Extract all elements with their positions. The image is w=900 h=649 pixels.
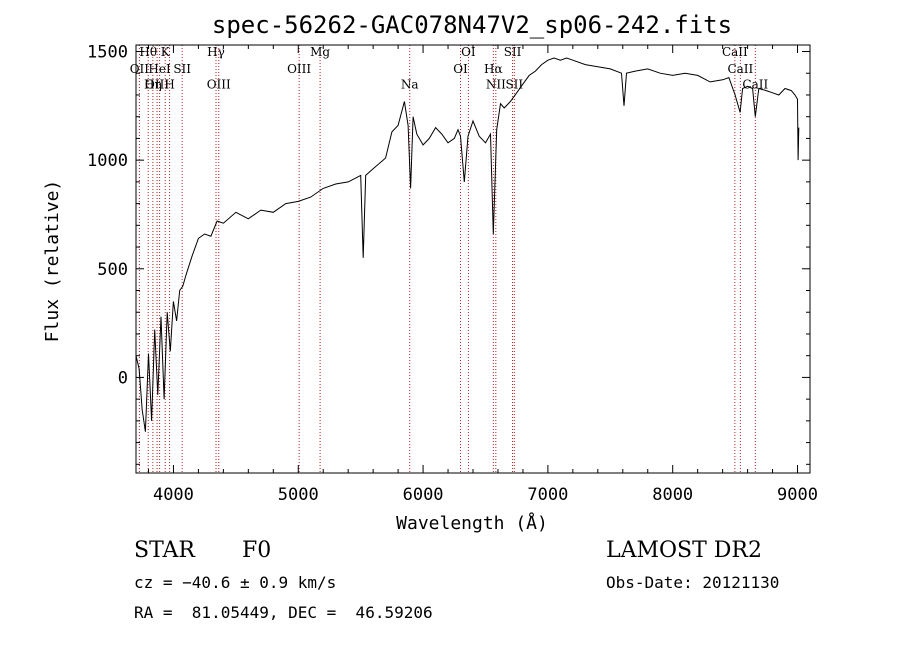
y-tick-label-1: 500 bbox=[97, 260, 128, 280]
y-tick-label-0: 0 bbox=[118, 368, 128, 388]
line-label-21: CaII bbox=[742, 77, 768, 91]
y-tick-label-2: 1000 bbox=[87, 151, 128, 171]
line-label-9: OIII bbox=[207, 77, 231, 91]
chart-title: spec-56262-GAC078N47V2_sp06-242.fits bbox=[212, 11, 732, 39]
line-label-2: OIII bbox=[145, 77, 169, 91]
observation-date: Obs-Date: 20121130 bbox=[606, 573, 780, 592]
spectrum-line bbox=[135, 57, 800, 432]
line-label-18: SII bbox=[505, 77, 523, 91]
line-markers bbox=[138, 45, 756, 473]
line-label-16: NII bbox=[486, 77, 506, 91]
line-label-12: Na bbox=[401, 77, 419, 91]
line-label-3: Hη bbox=[144, 77, 162, 91]
line-label-7: H bbox=[164, 77, 174, 91]
line-label-15: Hα bbox=[484, 62, 503, 76]
line-label-6: SII bbox=[173, 62, 191, 76]
x-tick-label-0: 4000 bbox=[153, 485, 194, 505]
survey-name: LAMOST DR2 bbox=[606, 538, 762, 563]
coordinates: RA = 81.05449, DEC = 46.59206 bbox=[134, 603, 433, 622]
line-label-17: SII bbox=[504, 45, 522, 59]
x-tick-label-3: 7000 bbox=[527, 485, 568, 505]
y-tick-label-3: 1500 bbox=[87, 43, 128, 63]
line-label-5: K bbox=[161, 45, 171, 59]
plot-frame bbox=[135, 44, 811, 474]
line-label-19: CaII bbox=[722, 45, 748, 59]
line-labels: HθOIIOIIIHηHeIKSIIHHγOIIIOIIIMgNaOIOIHαN… bbox=[130, 45, 769, 92]
line-label-14: OI bbox=[461, 45, 476, 59]
x-tick-label-2: 6000 bbox=[403, 485, 444, 505]
y-axis-ticks: 0 500 1000 1500 bbox=[87, 43, 810, 465]
x-tick-label-1: 5000 bbox=[278, 485, 319, 505]
line-label-8: Hγ bbox=[207, 45, 225, 59]
line-label-20: CaII bbox=[727, 62, 753, 76]
x-tick-label-5: 9000 bbox=[777, 485, 818, 505]
x-axis-ticks: 4000 5000 6000 7000 8000 9000 bbox=[147, 45, 818, 505]
x-axis-label: Wavelength (Å) bbox=[396, 512, 548, 534]
line-label-0: Hθ bbox=[139, 45, 157, 59]
redshift-cz: cz = −40.6 ± 0.9 km/s bbox=[134, 573, 337, 592]
line-label-11: Mg bbox=[310, 45, 330, 59]
y-axis-label: Flux (relative) bbox=[42, 180, 63, 343]
line-label-1: OII bbox=[130, 62, 150, 76]
x-tick-label-4: 8000 bbox=[652, 485, 693, 505]
object-subclass: F0 bbox=[242, 538, 272, 563]
line-label-13: OI bbox=[453, 62, 468, 76]
line-label-4: HeI bbox=[148, 62, 171, 76]
line-label-10: OIII bbox=[287, 62, 311, 76]
object-class: STAR bbox=[134, 538, 195, 563]
